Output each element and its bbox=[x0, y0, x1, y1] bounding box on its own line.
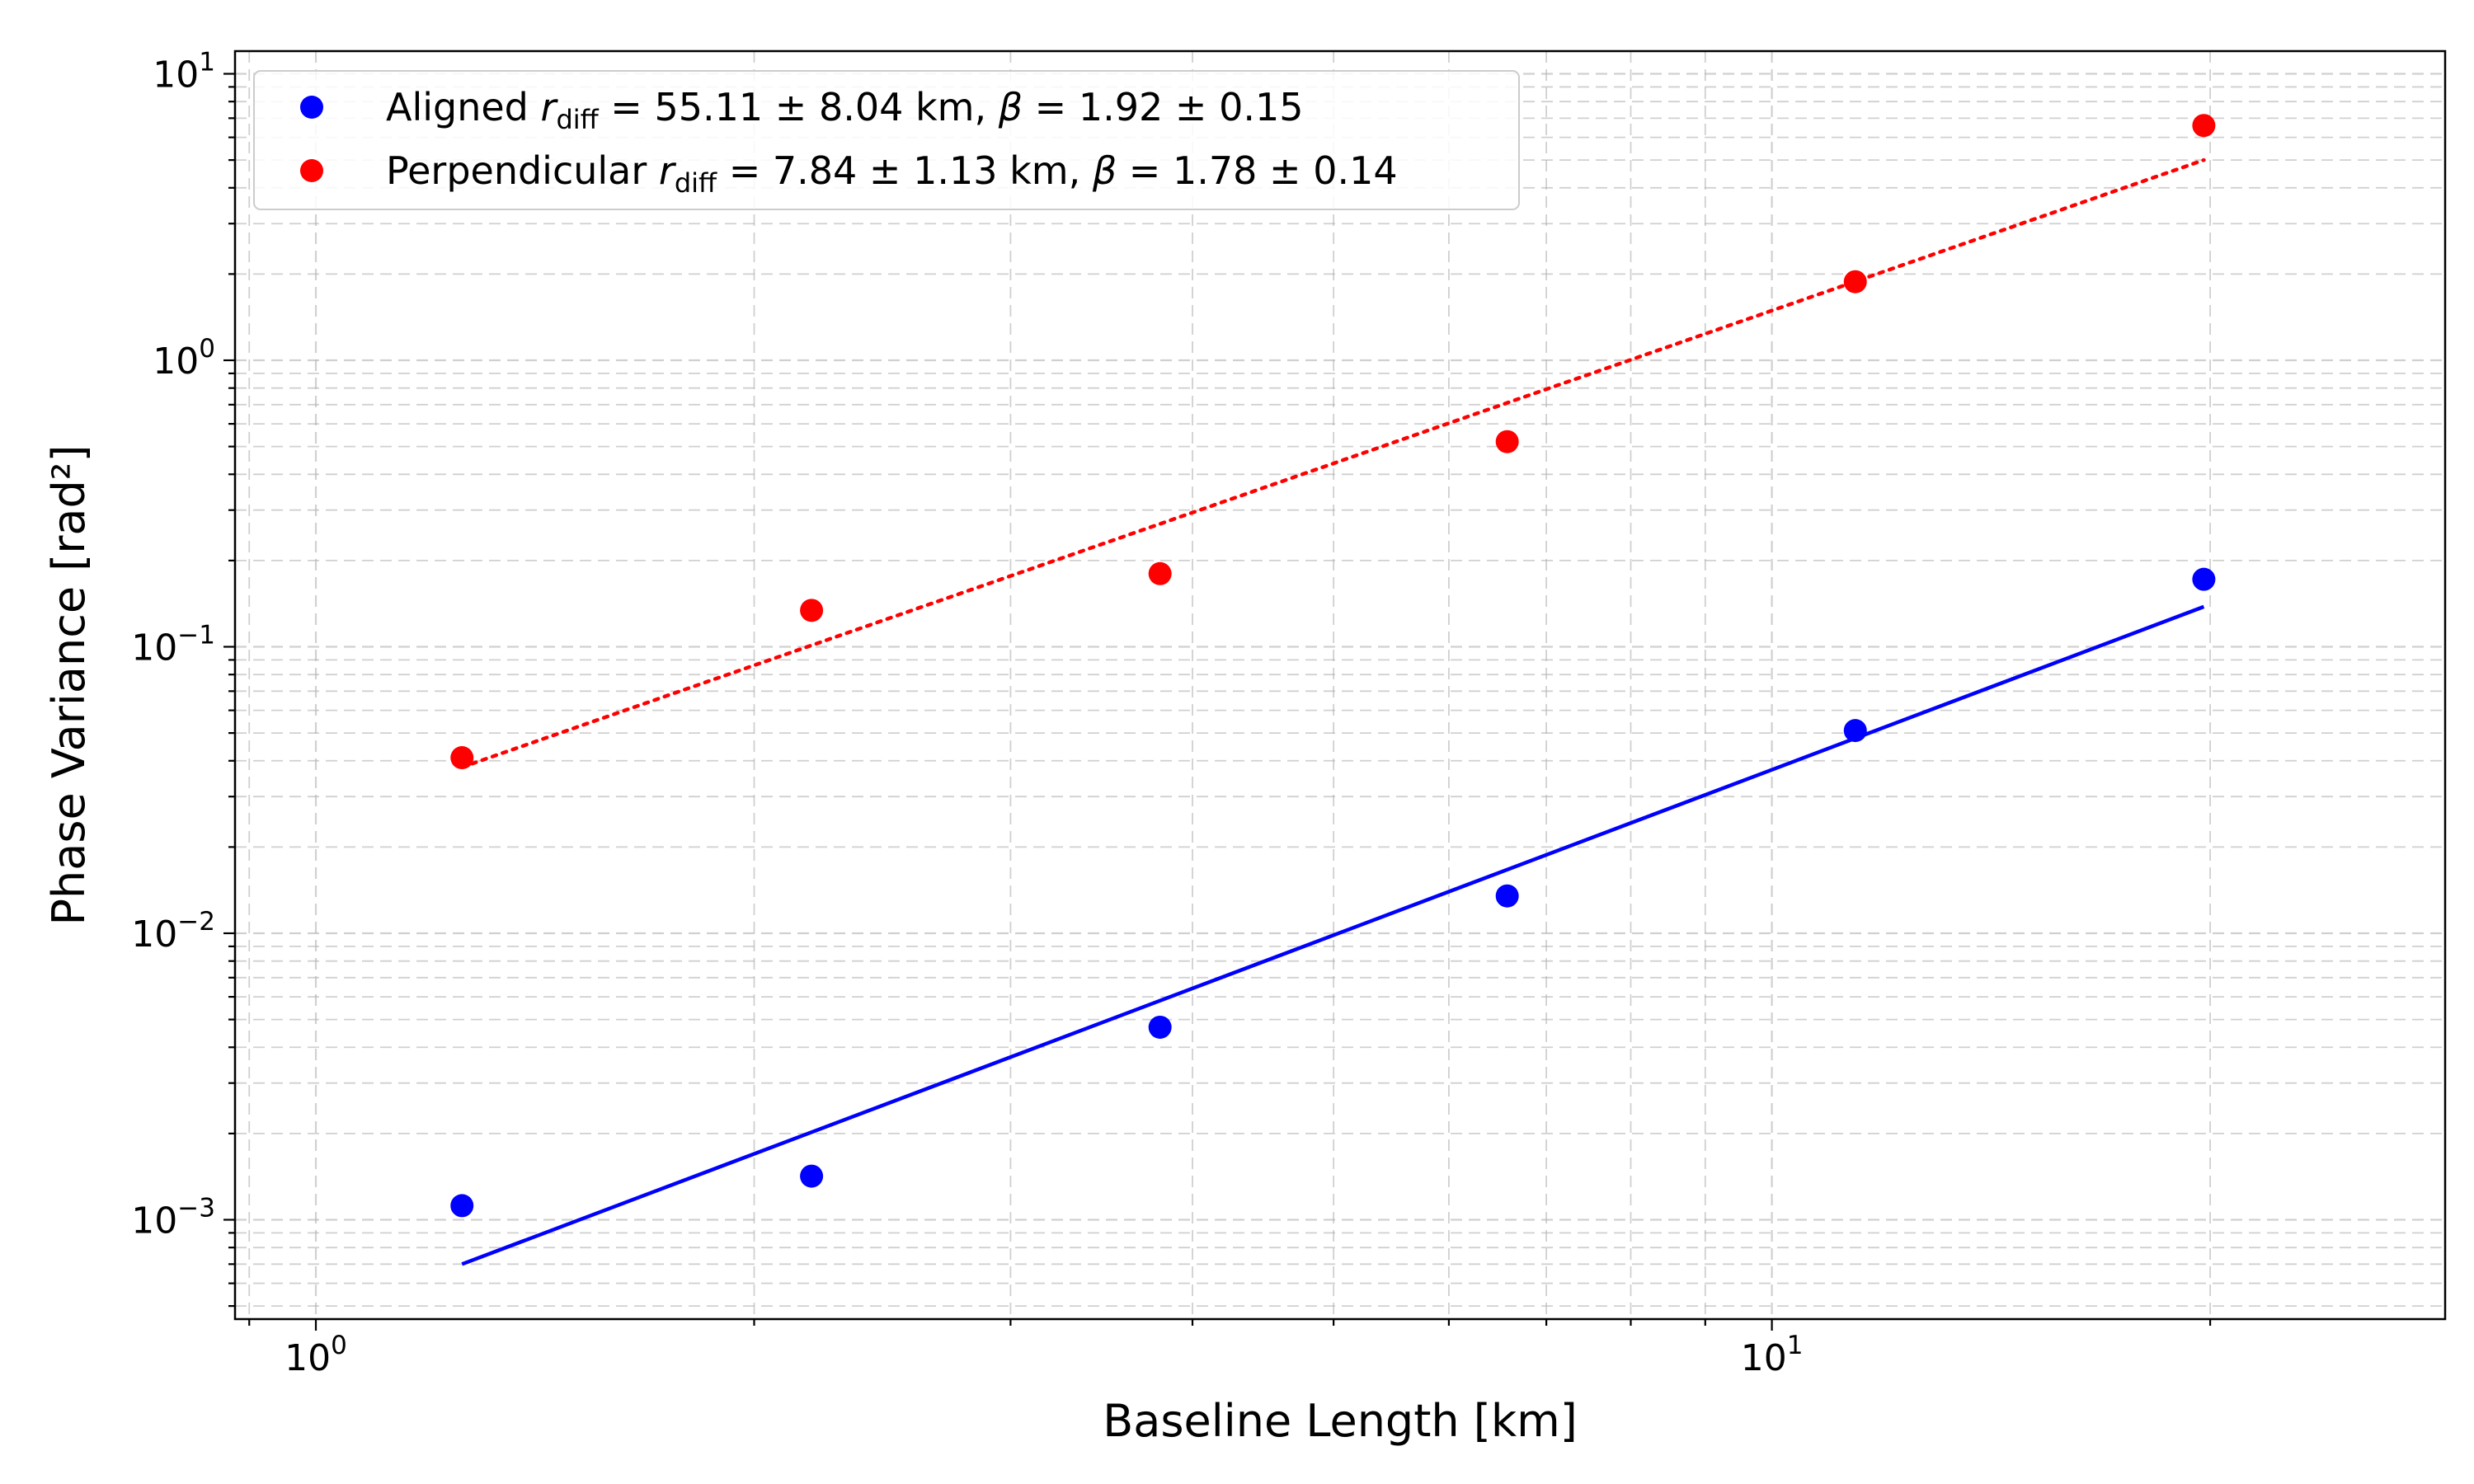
plot-area-frame bbox=[233, 49, 2447, 1321]
y-tick-label: 10−3 bbox=[131, 1193, 215, 1242]
x-tick-label: 101 bbox=[1741, 1331, 1804, 1379]
legend-r-subscript: diff bbox=[556, 104, 599, 135]
y-tick-label: 100 bbox=[153, 334, 215, 383]
data-point-aligned bbox=[1843, 719, 1867, 743]
data-point-perpendicular bbox=[800, 599, 824, 622]
y-axis-label-unit: [rad²] bbox=[43, 444, 95, 571]
legend-series-name: Perpendicular bbox=[386, 148, 659, 193]
data-point-aligned bbox=[2192, 567, 2216, 591]
fit-lines bbox=[459, 157, 2206, 1266]
legend-r-symbol: r bbox=[659, 148, 677, 193]
legend-beta-symbol: β bbox=[998, 85, 1023, 129]
data-point-perpendicular bbox=[1843, 270, 1867, 294]
axis-ticks: 100 101 10−3 10−2 10−1 100 101 bbox=[131, 48, 2212, 1379]
legend-entry-aligned: Aligned rdiff = 55.11 ± 8.04 km, β = 1.9… bbox=[386, 85, 1304, 135]
data-point-aligned bbox=[1495, 884, 1519, 908]
data-point-perpendicular bbox=[1148, 561, 1172, 585]
legend-marker-aligned bbox=[300, 96, 323, 119]
legend-beta-value: 1.78 ± 0.14 bbox=[1173, 148, 1398, 193]
data-point-perpendicular bbox=[1495, 430, 1519, 453]
data-points bbox=[450, 114, 2216, 1218]
legend-r-subscript: diff bbox=[675, 167, 717, 199]
data-point-perpendicular bbox=[2192, 114, 2216, 138]
legend-r-value: 7.84 ± 1.13 km bbox=[773, 148, 1069, 193]
legend-beta-value: 1.92 ± 0.15 bbox=[1079, 85, 1304, 129]
y-tick-label: 10−1 bbox=[131, 621, 215, 669]
fit-line-aligned bbox=[461, 604, 2205, 1266]
data-point-perpendicular bbox=[450, 746, 474, 770]
legend-marker-perpendicular bbox=[300, 159, 323, 182]
legend-r-symbol: r bbox=[541, 85, 559, 129]
y-tick-label: 101 bbox=[153, 48, 215, 96]
legend-beta-symbol: β bbox=[1092, 148, 1117, 193]
legend-box bbox=[253, 70, 1520, 210]
legend-r-value: 55.11 ± 8.04 km bbox=[654, 85, 974, 129]
y-tick-label: 10−2 bbox=[131, 907, 215, 956]
x-tick-label: 100 bbox=[285, 1331, 347, 1379]
x-axis-label: Baseline Length [km] bbox=[1103, 1395, 1578, 1447]
data-point-aligned bbox=[1148, 1015, 1172, 1039]
data-point-aligned bbox=[450, 1194, 474, 1218]
legend-entry-perpendicular: Perpendicular rdiff = 7.84 ± 1.13 km, β … bbox=[386, 148, 1398, 199]
legend-series-name: Aligned bbox=[386, 85, 541, 129]
y-axis-label-text: Phase Variance bbox=[43, 586, 95, 926]
data-point-aligned bbox=[800, 1164, 824, 1188]
y-axis-label: Phase Variance [rad²] bbox=[43, 444, 95, 925]
legend: Aligned rdiff = 55.11 ± 8.04 km, β = 1.9… bbox=[253, 70, 1520, 210]
fit-line-perpendicular bbox=[459, 157, 2206, 769]
